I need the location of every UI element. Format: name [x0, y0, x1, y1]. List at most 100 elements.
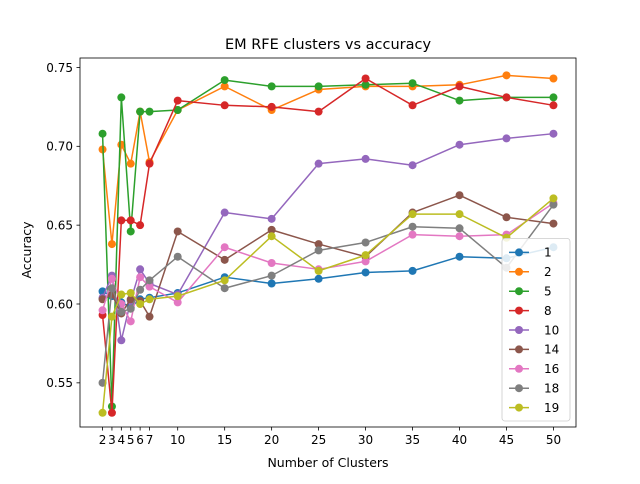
data-point-14-10 — [173, 227, 182, 236]
data-point-5-20 — [267, 82, 276, 91]
data-point-10-20 — [267, 214, 276, 223]
legend-entry-1: 1 — [509, 246, 552, 260]
data-point-16-2 — [98, 306, 107, 315]
legend-label-16: 16 — [544, 362, 559, 376]
data-point-18-7 — [145, 276, 154, 285]
data-point-8-4 — [117, 216, 126, 225]
data-point-18-50 — [549, 200, 558, 209]
y-tick-label-0: 0.55 — [46, 376, 73, 390]
data-point-5-35 — [408, 79, 417, 88]
x-tick-label-35: 35 — [405, 433, 420, 447]
legend-label-10: 10 — [544, 323, 559, 337]
data-point-2-50 — [549, 74, 558, 83]
x-tick-label-50: 50 — [546, 433, 561, 447]
data-point-10-6 — [136, 265, 145, 274]
legend-entry-8: 8 — [509, 304, 552, 318]
legend-box — [501, 237, 571, 422]
data-point-10-30 — [361, 154, 370, 163]
data-point-19-7 — [145, 295, 154, 304]
x-tick-label-30: 30 — [358, 433, 373, 447]
series-5 — [98, 76, 558, 411]
series-19 — [98, 194, 558, 417]
data-point-10-4 — [117, 336, 126, 345]
data-point-8-35 — [408, 101, 417, 110]
x-tick-label-3: 3 — [108, 433, 116, 447]
data-point-5-5 — [126, 227, 135, 236]
data-point-19-25 — [314, 266, 323, 275]
data-point-19-15 — [220, 276, 229, 285]
data-point-8-5 — [126, 216, 135, 225]
legend-marker-2 — [515, 267, 523, 276]
legend: 1 2 5 8 10 14 16 18 19 — [501, 237, 571, 422]
data-point-19-50 — [549, 194, 558, 203]
legend-marker-1 — [515, 248, 523, 257]
data-point-8-40 — [455, 82, 464, 91]
data-point-5-15 — [220, 76, 229, 85]
data-point-18-5 — [126, 304, 135, 313]
data-point-19-6 — [136, 300, 145, 308]
data-point-19-5 — [126, 288, 135, 297]
data-point-8-50 — [549, 101, 558, 110]
data-point-18-6 — [136, 285, 145, 294]
x-tick-label-10: 10 — [170, 433, 185, 447]
x-tick-label-45: 45 — [499, 433, 514, 447]
legend-label-19: 19 — [544, 401, 559, 415]
legend-entry-16: 16 — [509, 362, 559, 376]
data-point-16-30 — [361, 257, 370, 266]
data-point-18-20 — [267, 271, 276, 280]
data-point-18-30 — [361, 238, 370, 247]
data-point-5-2 — [98, 129, 107, 138]
data-point-5-6 — [136, 107, 145, 116]
data-point-16-7 — [145, 282, 154, 291]
y-tick-label-3: 0.70 — [46, 140, 73, 154]
legend-marker-8 — [515, 306, 523, 315]
legend-entry-5: 5 — [509, 285, 552, 299]
legend-entry-18: 18 — [509, 382, 559, 396]
data-point-8-3 — [107, 408, 116, 417]
legend-label-14: 14 — [544, 343, 559, 357]
legend-entry-14: 14 — [509, 343, 559, 357]
plot-area — [98, 71, 558, 417]
x-tick-label-15: 15 — [217, 433, 232, 447]
data-point-19-20 — [267, 232, 276, 241]
data-point-16-3 — [107, 274, 116, 283]
data-point-10-50 — [549, 129, 558, 138]
legend-marker-14 — [515, 345, 523, 354]
data-point-16-15 — [220, 243, 229, 252]
data-point-5-30 — [361, 80, 370, 89]
data-point-14-7 — [145, 312, 154, 321]
data-point-1-25 — [314, 274, 323, 283]
data-point-8-15 — [220, 101, 229, 110]
axes: 2 3 4 5 6 7 10 15 20 25 30 35 40 45 500.550.600.650.70… — [46, 57, 577, 447]
legend-entry-19: 19 — [509, 401, 559, 415]
data-point-19-40 — [455, 210, 464, 219]
data-point-16-40 — [455, 232, 464, 241]
legend-marker-5 — [515, 287, 523, 296]
data-point-19-35 — [408, 210, 417, 219]
data-point-18-3 — [107, 284, 116, 293]
data-point-10-25 — [314, 159, 323, 168]
data-point-14-25 — [314, 240, 323, 249]
data-point-14-5 — [126, 295, 135, 304]
data-point-8-20 — [267, 102, 276, 111]
data-point-1-20 — [267, 279, 276, 288]
data-point-1-30 — [361, 268, 370, 277]
data-point-16-35 — [408, 230, 417, 239]
axes-frame — [79, 57, 577, 428]
data-point-18-4 — [117, 307, 126, 316]
data-point-18-10 — [173, 252, 182, 261]
y-tick-label-4: 0.75 — [46, 61, 73, 75]
data-point-8-7 — [145, 159, 154, 168]
y-axis-label: Accuracy — [19, 221, 34, 279]
data-point-16-5 — [126, 317, 135, 326]
data-point-2-5 — [126, 159, 135, 168]
legend-entry-10: 10 — [509, 323, 559, 337]
x-tick-label-6: 6 — [136, 433, 144, 447]
data-point-2-45 — [502, 71, 511, 80]
data-point-2-3 — [107, 240, 116, 249]
data-point-5-40 — [455, 96, 464, 105]
legend-entry-2: 2 — [509, 265, 552, 279]
legend-label-18: 18 — [544, 382, 559, 396]
data-point-2-15 — [220, 82, 229, 91]
data-point-14-40 — [455, 191, 464, 200]
